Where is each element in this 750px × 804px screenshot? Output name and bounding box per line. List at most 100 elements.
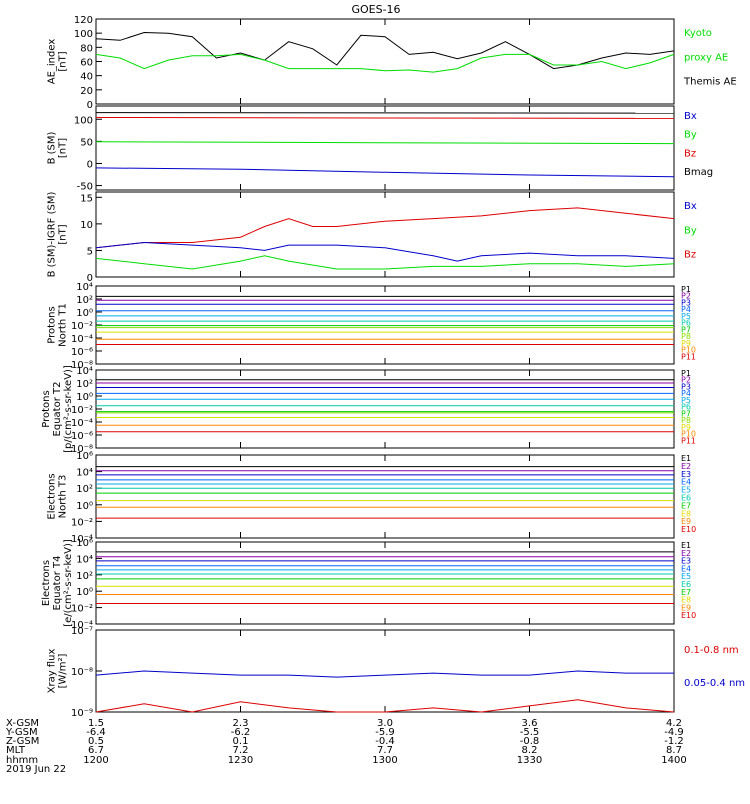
legend-entry: By xyxy=(684,225,697,236)
channel-label: E1 xyxy=(681,454,691,463)
y-tick-label: 10⁶ xyxy=(76,451,93,462)
ephemeris-value: 1230 xyxy=(228,755,253,766)
channel-label: P8 xyxy=(681,416,691,425)
y-tick-label: 10⁴ xyxy=(76,554,93,565)
channel-label: E6 xyxy=(681,494,691,503)
y-tick-label: -50 xyxy=(77,182,93,193)
channel-label: P6 xyxy=(681,403,691,412)
channel-label: P4 xyxy=(681,305,691,314)
channel-label: P3 xyxy=(681,382,691,391)
panel-frame xyxy=(95,454,675,539)
channel-label: P4 xyxy=(681,389,691,398)
legend-entry: Bz xyxy=(684,148,696,159)
y-tick-label: 10⁰ xyxy=(76,501,93,512)
legend-entry: proxy AE xyxy=(684,52,728,63)
y-tick-label: 10⁴ xyxy=(76,468,93,479)
ephemeris-row-label: MLT xyxy=(6,745,26,756)
y-tick-label: 10⁴ xyxy=(76,366,93,377)
legend-entry: Bx xyxy=(684,111,697,122)
y-tick-label: 80 xyxy=(80,43,93,54)
y-tick-label: 10² xyxy=(76,379,93,390)
y-axis-label: [p/(cm²-s-sr-keV)] xyxy=(63,365,74,453)
y-axis-label: North T3 xyxy=(58,475,69,519)
ephemeris-value: 7.2 xyxy=(233,745,249,756)
channel-label: P8 xyxy=(681,332,691,341)
y-tick-label: 100 xyxy=(74,115,93,126)
y-tick-label: 0 xyxy=(87,159,93,170)
y-tick-label: 10⁻⁴ xyxy=(71,418,93,429)
y-axis-label: [nT] xyxy=(58,224,69,244)
ephemeris-value: -6.2 xyxy=(231,727,251,738)
channel-label: E2 xyxy=(681,462,691,471)
y-tick-label: 10⁰ xyxy=(76,308,93,319)
legend-entry: Kyoto xyxy=(684,28,712,39)
y-tick-label: 10⁻² xyxy=(71,517,93,528)
channel-label: E9 xyxy=(681,517,691,526)
ephemeris-row-label: 2019 Jun 22 xyxy=(6,764,66,775)
y-tick-label: 50 xyxy=(80,137,93,148)
y-tick-label: 10⁻⁹ xyxy=(71,708,93,719)
ephemeris-row-label: Y-GSM xyxy=(5,727,38,738)
channel-label: E5 xyxy=(681,572,691,581)
ephemeris-value: 1300 xyxy=(372,755,397,766)
channel-label: E6 xyxy=(681,580,691,589)
channel-label: P1 xyxy=(681,369,691,378)
channel-label: P11 xyxy=(681,352,696,361)
y-tick-label: 0 xyxy=(87,273,93,284)
series-line-by xyxy=(95,255,675,270)
y-tick-label: 10⁻⁶ xyxy=(71,431,93,442)
channel-label: E3 xyxy=(681,557,691,566)
y-axis-label: [nT] xyxy=(58,138,69,158)
channel-label: P10 xyxy=(681,346,696,355)
series-line-bx xyxy=(95,241,675,262)
panel-frame xyxy=(95,541,675,625)
legend-entry: Bz xyxy=(684,250,696,261)
channel-label: P7 xyxy=(681,409,691,418)
y-axis-label: Electrons xyxy=(47,473,58,519)
y-axis-label: Equator T2 xyxy=(52,382,63,437)
y-tick-label: 10⁻⁸ xyxy=(71,444,93,455)
ephemeris-value: 8.2 xyxy=(522,745,538,756)
channel-label: E3 xyxy=(681,470,691,479)
y-axis-label: Protons xyxy=(41,390,52,427)
y-axis-label: [W/m²] xyxy=(58,653,69,688)
channel-label: E8 xyxy=(681,596,691,605)
channel-label: P9 xyxy=(681,423,691,432)
panel-frame xyxy=(95,285,675,365)
channel-label: E10 xyxy=(681,611,696,620)
y-tick-label: 10² xyxy=(76,571,93,582)
ephemeris-value: 4.2 xyxy=(666,718,682,729)
y-tick-label: 5 xyxy=(87,246,93,257)
channel-label: E10 xyxy=(681,525,696,534)
series-line-bmag xyxy=(95,112,675,114)
ephemeris-value: 3.0 xyxy=(377,718,393,729)
channel-label: P6 xyxy=(681,319,691,328)
y-tick-label: 10⁶ xyxy=(76,538,93,549)
y-axis-label: [e/(cm²-s-sr-keV)] xyxy=(63,539,74,627)
y-axis-label: B (SM) xyxy=(47,131,58,164)
panel-ae: 0 20 40 60 80 100 120 AE_index [nT] Kyoto proxy AE… xyxy=(47,15,737,111)
ephemeris-value: 0.5 xyxy=(88,736,104,747)
y-axis-label: [nT] xyxy=(58,51,69,71)
legend-entry: Bx xyxy=(684,201,697,212)
series-line-0-05-0-4-nm xyxy=(95,670,674,678)
y-tick-label: 10⁰ xyxy=(76,587,93,598)
panel-b_sm: -50 0 50 100 B (SM) [nT] Bx By Bz Bmag xyxy=(47,105,713,193)
y-axis-label: B (SM)-IGRF (SM) xyxy=(47,192,58,278)
channel-label: E8 xyxy=(681,509,691,518)
ephemeris-value: -0.8 xyxy=(520,736,540,747)
ephemeris-row-label: X-GSM xyxy=(6,718,39,729)
channel-label: E9 xyxy=(681,603,691,612)
y-axis-label: Protons xyxy=(47,306,58,343)
legend-entry: Bmag xyxy=(684,167,713,178)
ephemeris-value: -6.4 xyxy=(86,727,106,738)
series-line-0-1-0-8-nm xyxy=(95,699,675,713)
y-tick-label: 10⁻⁴ xyxy=(71,534,93,545)
y-tick-label: 10⁻⁴ xyxy=(71,620,93,631)
channel-label: P2 xyxy=(681,376,691,385)
y-tick-label: 40 xyxy=(80,72,93,83)
y-tick-label: 100 xyxy=(74,29,93,40)
channel-label: P9 xyxy=(681,339,691,348)
